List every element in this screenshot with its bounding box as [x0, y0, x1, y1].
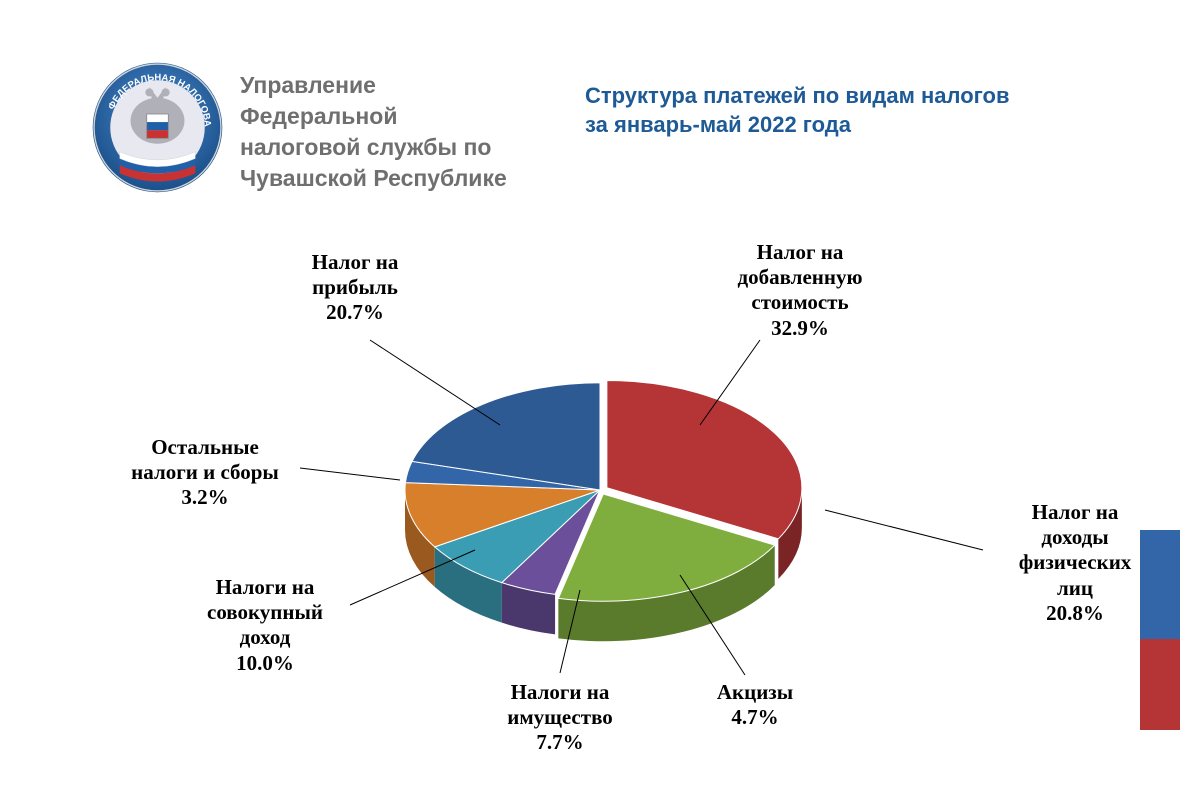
- slice-label-line: Акцизы: [690, 680, 820, 705]
- leader-line: [825, 510, 983, 550]
- title-line: Структура платежей по видам налогов: [585, 82, 1105, 111]
- org-line: налоговой службы по: [240, 132, 507, 163]
- fns-emblem-icon: ФЕДЕРАЛЬНАЯ НАЛОГОВАЯ: [90, 60, 225, 195]
- slice-label-line: совокупный: [165, 600, 365, 625]
- legend-swatch-bottom: [1140, 639, 1180, 730]
- slice-label-line: Налог на: [990, 500, 1160, 525]
- slice-label: Налоги наимущество7.7%: [470, 680, 650, 756]
- slice-percent: 7.7%: [470, 730, 650, 755]
- slice-percent: 4.7%: [690, 705, 820, 730]
- slice-label-line: стоимость: [700, 290, 900, 315]
- slice-label-line: физических: [990, 550, 1160, 575]
- slice-label-line: добавленную: [700, 265, 900, 290]
- slice-label: Налог наприбыль20.7%: [275, 250, 435, 326]
- slice-label-line: Налог на: [700, 240, 900, 265]
- slice-label-line: лиц: [990, 576, 1160, 601]
- slice-label: Остальныеналоги и сборы3.2%: [95, 435, 315, 511]
- slice-percent: 3.2%: [95, 485, 315, 510]
- slice-percent: 20.7%: [275, 300, 435, 325]
- slice-label-line: имущество: [470, 705, 650, 730]
- org-line: Управление: [240, 70, 507, 101]
- chart-title: Структура платежей по видам налогов за я…: [585, 82, 1105, 139]
- slice-label-line: Налоги на: [165, 575, 365, 600]
- slice-label-line: Налог на: [275, 250, 435, 275]
- slice-label: Акцизы4.7%: [690, 680, 820, 730]
- slice-label: Налоги насовокупныйдоход10.0%: [165, 575, 365, 676]
- slice-percent: 20.8%: [990, 601, 1160, 626]
- slice-label: Налог надобавленнуюстоимость32.9%: [700, 240, 900, 341]
- slice-percent: 10.0%: [165, 651, 365, 676]
- organization-name: Управление Федеральной налоговой службы …: [240, 70, 507, 194]
- legend-bar: [1140, 530, 1180, 730]
- slice-label-line: доходы: [990, 525, 1160, 550]
- title-line: за январь-май 2022 года: [585, 111, 1105, 140]
- slice-label-line: налоги и сборы: [95, 460, 315, 485]
- slice-label-line: Налоги на: [470, 680, 650, 705]
- legend-swatch-top: [1140, 530, 1180, 639]
- org-line: Федеральной: [240, 101, 507, 132]
- slice-label-line: доход: [165, 625, 365, 650]
- slice-label: Налог надоходыфизическихлиц20.8%: [990, 500, 1160, 626]
- org-line: Чувашской Республике: [240, 163, 507, 194]
- slice-label-line: Остальные: [95, 435, 315, 460]
- pie-chart: [380, 340, 820, 640]
- header: ФЕДЕРАЛЬНАЯ НАЛОГОВАЯ Управление Федерал…: [90, 60, 507, 195]
- slice-percent: 32.9%: [700, 316, 900, 341]
- slice-label-line: прибыль: [275, 275, 435, 300]
